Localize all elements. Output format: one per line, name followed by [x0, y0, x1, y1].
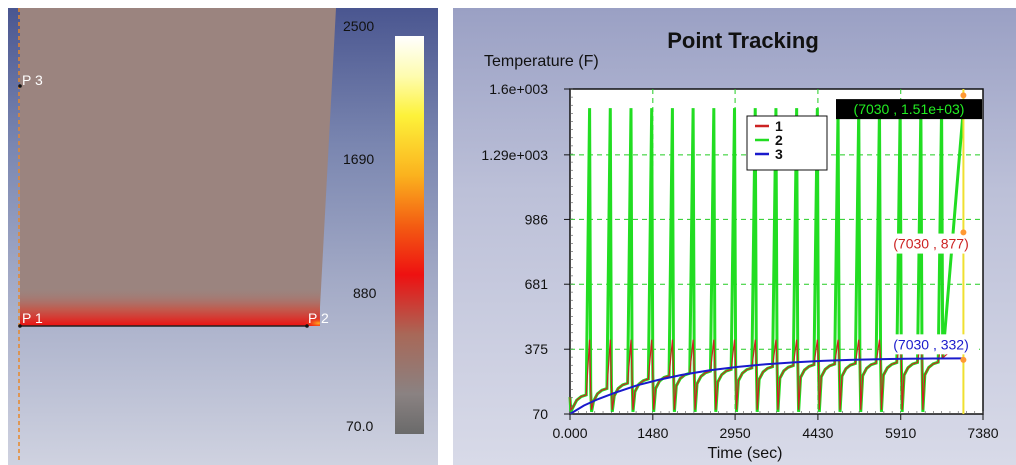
annotation-series-2: (7030 , 1.51e+03) [836, 99, 982, 120]
colorbar-label-high: 1690 [343, 151, 375, 167]
y-tick-label: 1.29e+003 [481, 147, 548, 163]
legend-label-2: 2 [775, 132, 783, 148]
x-tick-label: 2950 [720, 425, 751, 441]
x-axis-label: Time (sec) [708, 445, 783, 462]
legend-label-3: 3 [775, 146, 783, 162]
chart-title: Point Tracking [667, 28, 819, 53]
annotation-series-3-bg [883, 334, 979, 355]
cursor-marker-3 [960, 356, 967, 363]
annotation-series-1-text: (7030 , 877) [893, 236, 969, 252]
y-tick-label: 681 [525, 276, 549, 292]
axis-ticks: 70 375 681 986 1.29e+003 1.6e+003 0.000 1480 295… [481, 81, 998, 441]
x-tick-label: 7380 [967, 425, 998, 441]
point-label-p2: P 2 [308, 310, 329, 326]
point-tracking-panel[interactable]: Point Tracking Temperature (F) Time (sec… [453, 8, 1016, 465]
annotation-series-2-bg [836, 99, 982, 120]
contour-plot [18, 8, 336, 463]
point-label-p1: P 1 [22, 310, 43, 326]
y-tick-label: 986 [525, 211, 549, 227]
part-body [20, 8, 336, 326]
x-tick-label: 1480 [637, 425, 668, 441]
annotation-series-3-text: (7030 , 332) [893, 336, 969, 352]
cursor-marker-2 [960, 92, 967, 99]
colorbar-label-mid: 880 [353, 285, 377, 301]
hot-corner [248, 298, 320, 326]
x-tick-label: 4430 [802, 425, 833, 441]
temperature-contour-view[interactable]: P 3 P 1 P 2 2500 1690 880 70.0 [8, 8, 438, 465]
point-tracking-chart[interactable]: Point Tracking Temperature (F) Time (sec… [453, 8, 1016, 465]
y-tick-label: 375 [525, 341, 549, 357]
annotation-series-1-bg [883, 233, 979, 254]
cursor-marker-1 [960, 229, 967, 236]
y-axis-label: Temperature (F) [484, 53, 599, 70]
colorbar-label-min: 70.0 [346, 418, 374, 434]
series-3-line [569, 357, 964, 415]
point-marker-p2 [305, 324, 309, 328]
legend-box [746, 115, 828, 171]
y-tick-label: 70 [532, 406, 548, 422]
series-1-line [569, 339, 964, 412]
legend-label-1: 1 [775, 118, 783, 134]
x-tick-label: 0.000 [552, 425, 587, 441]
point-marker-p1 [18, 324, 22, 328]
y-tick-label: 1.6e+003 [489, 81, 548, 97]
annotation-series-2-text: (7030 , 1.51e+03) [854, 101, 965, 117]
cursor-annotations: (7030 , 1.51e+03) (7030 , 877) (7030 , 332… [836, 92, 982, 363]
temperature-colorbar [395, 36, 424, 434]
annotation-series-3: (7030 , 332) [883, 334, 979, 355]
annotation-series-1: (7030 , 877) [883, 233, 979, 254]
legend: 123 [746, 115, 828, 171]
colorbar-label-max: 2500 [343, 18, 375, 34]
x-tick-label: 5910 [885, 425, 916, 441]
point-label-p3: P 3 [22, 72, 43, 88]
point-marker-p3 [18, 84, 22, 88]
